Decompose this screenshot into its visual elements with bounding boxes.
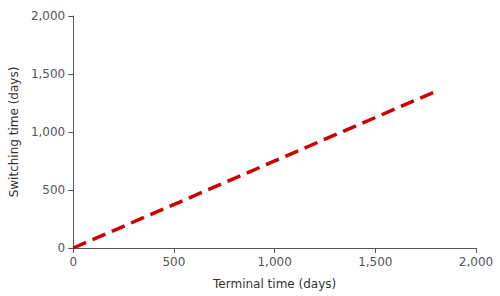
svg-text:2,000: 2,000: [459, 255, 493, 269]
svg-text:0: 0: [69, 255, 77, 269]
svg-text:500: 500: [42, 183, 65, 197]
svg-text:500: 500: [162, 255, 185, 269]
svg-text:Switching time (days): Switching time (days): [7, 67, 21, 198]
svg-text:1,000: 1,000: [31, 125, 65, 139]
svg-text:1,500: 1,500: [358, 255, 392, 269]
svg-text:2,000: 2,000: [31, 9, 65, 23]
svg-text:Terminal time (days): Terminal time (days): [212, 277, 336, 291]
svg-text:0: 0: [58, 241, 66, 255]
svg-text:1,500: 1,500: [31, 67, 65, 81]
svg-text:1,000: 1,000: [257, 255, 291, 269]
